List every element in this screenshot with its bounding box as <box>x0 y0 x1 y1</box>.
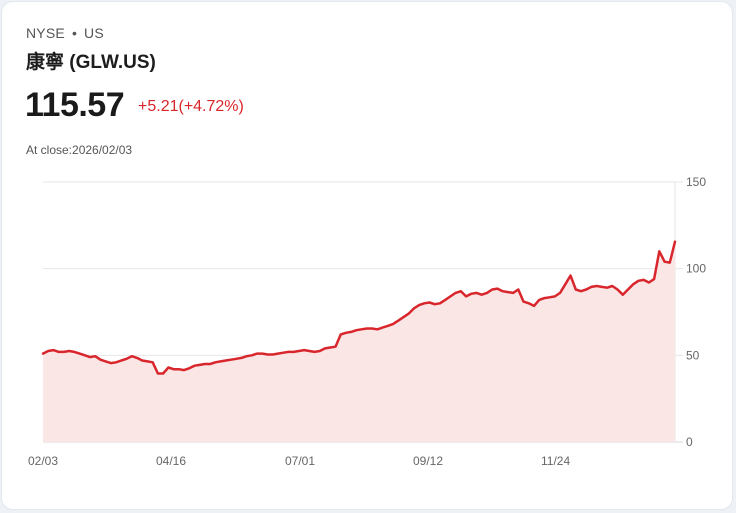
x-tick-label: 07/01 <box>285 454 315 468</box>
market-code: US <box>84 25 104 41</box>
price-change: +5.21(+4.72%) <box>138 98 244 115</box>
x-axis-labels: 02/03 04/16 07/01 09/12 11/24 <box>28 454 570 468</box>
exchange-info: NYSE • US <box>26 25 104 41</box>
x-tick-label: 04/16 <box>156 454 186 468</box>
x-tick-label: 02/03 <box>28 454 58 468</box>
y-tick-label: 50 <box>686 348 700 362</box>
y-axis-labels: 0 50 100 150 <box>686 175 706 449</box>
y-tick-label: 0 <box>686 435 693 449</box>
x-tick-label: 11/24 <box>541 454 570 468</box>
exchange-name: NYSE <box>26 25 65 41</box>
last-price: 115.57 <box>25 86 125 124</box>
close-date: At close:2026/02/03 <box>26 143 133 157</box>
price-line <box>41 240 677 375</box>
y-tick-label: 100 <box>686 262 706 276</box>
separator-dot: • <box>71 25 78 41</box>
stock-title: 康寧 (GLW.US) <box>26 52 156 73</box>
y-tick-label: 150 <box>686 175 706 189</box>
price-area <box>43 241 675 442</box>
x-tick-label: 09/12 <box>413 454 443 468</box>
